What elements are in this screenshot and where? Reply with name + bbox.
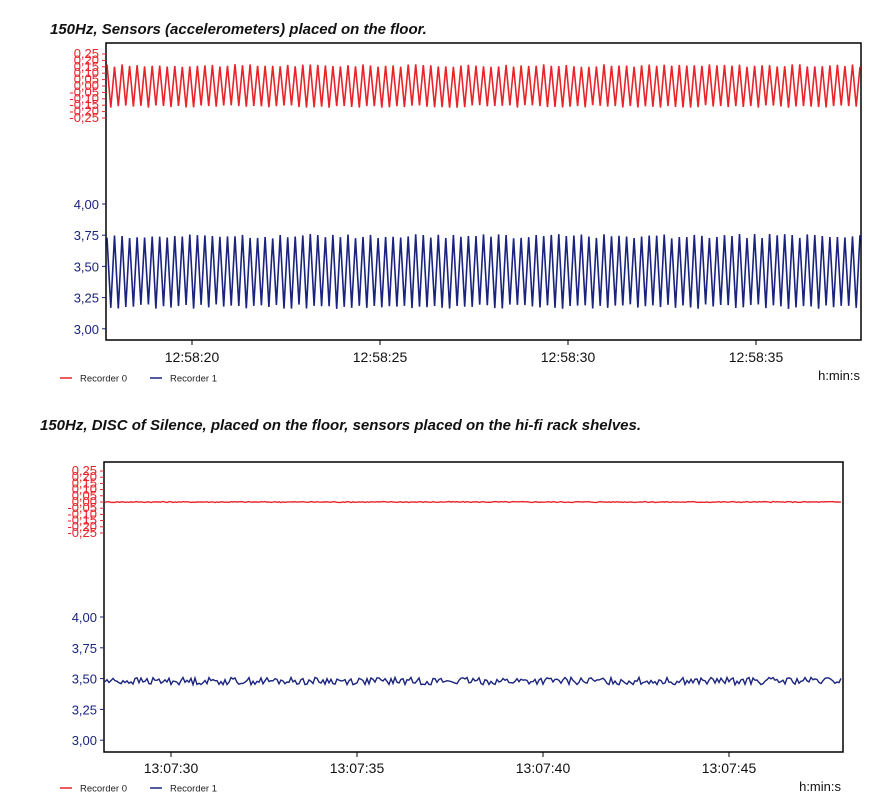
y-tick-label-red: 0,05	[74, 72, 99, 87]
y-tick-label-red: -0,10	[67, 506, 97, 521]
x-tick-label: 12:58:30	[541, 349, 596, 365]
legend-label-recorder-1: Recorder 1	[170, 374, 217, 385]
x-tick-label: 12:58:20	[165, 349, 220, 365]
y-tick-label-blue: 3,75	[74, 228, 99, 243]
y-tick-label-red: -0,15	[67, 513, 97, 528]
y-tick-label-blue: 4,00	[74, 197, 99, 212]
y-tick-label-red: 0,25	[72, 463, 97, 478]
y-tick-label-blue: 3,50	[74, 259, 99, 274]
y-tick-label-blue: 3,00	[74, 322, 99, 337]
series-line-recorder-0	[104, 500, 842, 504]
chart-1: 0,250,200,150,100,050,00-0,05-0,10-0,15-…	[60, 42, 862, 385]
y-tick-label-red: 0,10	[72, 482, 97, 497]
y-tick-label-red: 0,20	[74, 52, 99, 67]
x-tick-label: 12:58:25	[353, 349, 408, 365]
y-tick-label-blue: 3,75	[72, 641, 97, 656]
y-tick-label-red: -0,25	[69, 110, 99, 125]
y-tick-label-red: 0,25	[74, 46, 99, 61]
y-tick-label-blue: 4,00	[72, 610, 97, 625]
y-tick-label-red: 0,10	[74, 65, 99, 80]
x-tick-label: 13:07:35	[330, 760, 385, 776]
legend-label-recorder-0: Recorder 0	[80, 374, 127, 385]
x-tick-label: 13:07:30	[144, 760, 199, 776]
chart-2: 0,250,200,150,100,050,00-0,05-0,10-0,15-…	[60, 461, 844, 795]
x-tick-label: 13:07:40	[516, 760, 571, 776]
x-tick-label: 13:07:45	[702, 760, 757, 776]
y-tick-label-red: 0,15	[74, 59, 99, 74]
y-tick-label-red: 0,20	[72, 469, 97, 484]
y-tick-label-red: -0,05	[69, 84, 99, 99]
y-tick-label-red: -0,05	[67, 500, 97, 515]
y-tick-label-red: 0,15	[72, 475, 97, 490]
x-axis-unit-label: h:min:s	[818, 368, 860, 383]
y-tick-label-red: 0,00	[72, 494, 97, 509]
y-tick-label-red: -0,25	[67, 525, 97, 540]
y-tick-label-red: -0,10	[69, 91, 99, 106]
series-line-recorder-1	[104, 675, 842, 687]
plot-frame	[105, 42, 862, 341]
y-tick-label-blue: 3,50	[72, 672, 97, 687]
series-line-recorder-0	[106, 64, 861, 108]
y-tick-label-blue: 3,25	[74, 291, 99, 306]
y-tick-label-red: 0,05	[72, 488, 97, 503]
chart-1-title: 150Hz, Sensors (accelerometers) placed o…	[50, 21, 427, 38]
y-tick-label-blue: 3,00	[72, 733, 97, 748]
y-tick-label-blue: 3,25	[72, 702, 97, 717]
x-tick-label: 12:58:35	[729, 349, 784, 365]
y-tick-label-red: -0,15	[69, 97, 99, 112]
legend-label-recorder-1: Recorder 1	[170, 784, 217, 795]
y-tick-label-red: -0,20	[67, 519, 97, 534]
plot-frame	[103, 461, 844, 753]
legend-label-recorder-0: Recorder 0	[80, 784, 127, 795]
chart-2-title: 150Hz, DISC of Silence, placed on the fl…	[40, 417, 642, 434]
series-line-recorder-1	[106, 233, 861, 309]
y-tick-label-red: -0,20	[69, 104, 99, 119]
y-tick-label-red: 0,00	[74, 78, 99, 93]
x-axis-unit-label: h:min:s	[799, 779, 841, 794]
